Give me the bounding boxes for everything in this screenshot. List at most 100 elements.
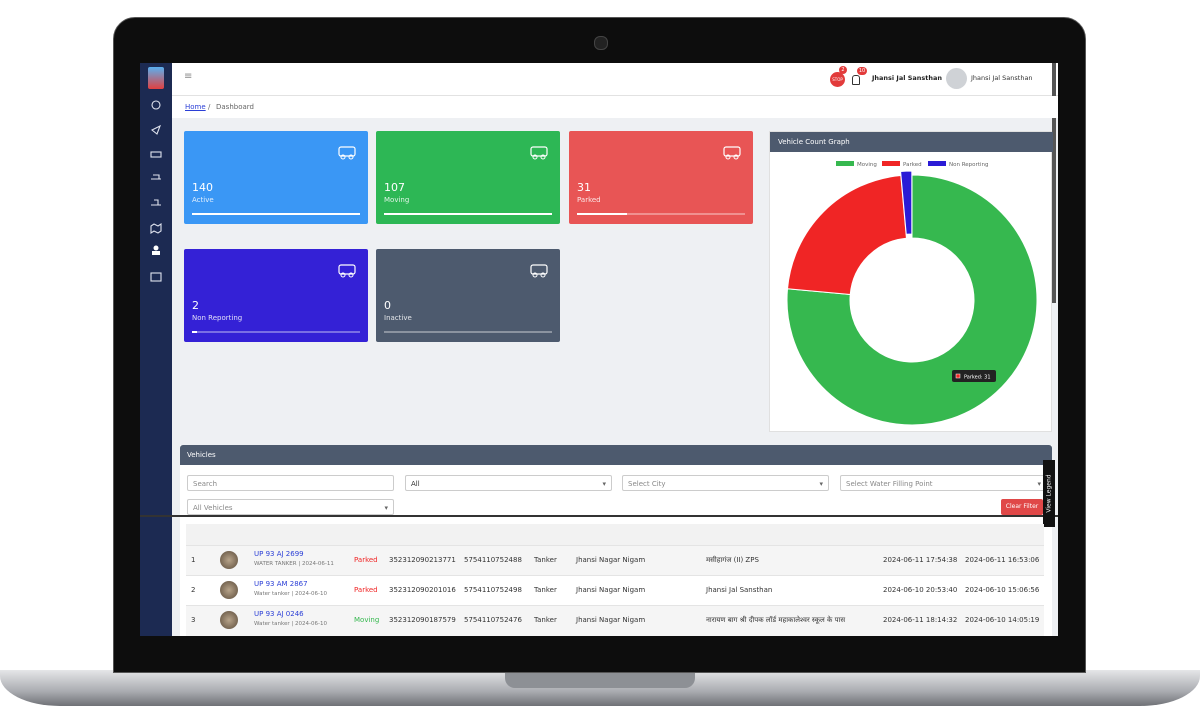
scrollbar (1052, 63, 1056, 303)
menu-toggle[interactable]: ≡ (184, 71, 193, 82)
laptop-notch (505, 672, 695, 688)
progress-bar (384, 331, 552, 333)
table-cell: Tanker (534, 556, 557, 564)
stat-card: 107 Moving (376, 131, 560, 224)
table-cell: Parked (354, 556, 378, 564)
breadcrumb-sep: / (208, 103, 211, 111)
table-cell: Parked (354, 586, 378, 594)
table-cell: 3 (191, 616, 196, 624)
table-cell: 352312090213771 (389, 556, 456, 564)
icon-shape (530, 146, 548, 157)
card-value: 2 (192, 299, 199, 312)
progress-fill (192, 213, 360, 215)
bell-icon[interactable] (852, 75, 860, 85)
card-value: 0 (384, 299, 391, 312)
icon-shape (530, 264, 548, 275)
screen-divider (140, 515, 1058, 517)
legend-swatch (836, 161, 854, 166)
notification-badge: 10 (857, 67, 867, 75)
filling-point-select[interactable]: Select Water Filling Point (840, 475, 1047, 492)
card-value: 107 (384, 181, 405, 194)
progress-bar (577, 213, 745, 215)
icon-shape (338, 264, 356, 275)
vehicle-name-link[interactable]: UP 93 AM 2867 (254, 580, 308, 588)
icon-wheel (340, 154, 346, 160)
icon-wheel (532, 154, 538, 160)
table-cell: Tanker (534, 616, 557, 624)
table-row (186, 545, 1044, 576)
legend-tab-label[interactable]: View Legend (1045, 474, 1053, 513)
stop-icon[interactable]: STOP (830, 72, 845, 87)
doughnut-segment (900, 170, 913, 235)
vehicle-image (220, 611, 238, 629)
table-row (186, 605, 1044, 636)
legend-label: Parked (903, 162, 922, 168)
vehicle-name-link[interactable]: UP 93 AJ 0246 (254, 610, 304, 618)
top-bar: ≡ STOP 2 10 Jhansi Jal Sansthan Jhansi J… (172, 63, 1058, 303)
legend-label: Non Reporting (949, 162, 988, 168)
screen: ≡ STOP 2 10 Jhansi Jal Sansthan Jhansi J… (140, 63, 1058, 636)
table-cell: Moving (354, 616, 380, 624)
table-cell: 2024-06-10 15:06:56 (965, 586, 1040, 594)
tooltip-box (952, 370, 996, 382)
table-cell: 2024-06-11 17:54:38 (883, 556, 958, 564)
status-select[interactable]: All (405, 475, 612, 492)
card-value: 31 (577, 181, 591, 194)
table-cell: 2024-06-10 14:05:19 (965, 616, 1040, 624)
vehicle-name-link[interactable]: UP 93 AJ 2699 (254, 550, 304, 558)
legend-label: Moving (857, 162, 877, 168)
progress-fill (577, 213, 628, 215)
stat-card: 2 Non Reporting (184, 249, 368, 342)
table-header-bg (186, 524, 1044, 545)
card-label: Non Reporting (192, 314, 243, 322)
progress-bar (384, 213, 552, 215)
icon-wheel (725, 154, 731, 160)
stat-card: 31 Parked (569, 131, 753, 224)
table-cell: Jhansi Nagar Nigam (576, 586, 646, 594)
clear-filter-button[interactable]: Clear Filter (1001, 499, 1043, 515)
card-icon (338, 264, 356, 278)
legend-tab[interactable]: View Legend (1043, 460, 1055, 527)
city-select[interactable]: Select City (622, 475, 829, 492)
search-input[interactable]: Search (187, 475, 394, 491)
user-name[interactable]: Jhansi Jal Sansthan (971, 74, 1033, 82)
logo (148, 67, 164, 89)
vehicle-type-select[interactable]: All Vehicles (187, 499, 394, 516)
table-cell: 2 (191, 586, 196, 594)
sidebar (140, 63, 172, 636)
table-cell: Jhansi Nagar Nigam (576, 616, 646, 624)
card-value: 140 (192, 181, 213, 194)
card-label: Parked (577, 196, 601, 204)
breadcrumb-home[interactable]: Home (185, 103, 206, 111)
card-icon (338, 146, 356, 160)
legend-swatch (882, 161, 900, 166)
icon-wheel (540, 154, 546, 160)
card-icon (530, 264, 548, 278)
legend-swatch (928, 161, 946, 166)
table-cell: Jhansi Jal Sansthan (706, 586, 773, 594)
tooltip-swatch (955, 373, 961, 379)
doughnut-chart: Moving Parked Non Reporting Parked: 31 (786, 161, 1038, 426)
vehicle-image (220, 551, 238, 569)
card-icon (530, 146, 548, 160)
table-cell: Jhansi Nagar Nigam (576, 556, 646, 564)
doughnut-segment (786, 174, 1038, 426)
card-label: Inactive (384, 314, 412, 322)
table-cell: नारायण बाग श्री दीपक लॉर्ड महाकालेश्वर स… (706, 616, 846, 624)
table-cell: 2024-06-11 16:53:06 (965, 556, 1040, 564)
doughnut-segment (786, 174, 907, 295)
icon-wheel (348, 272, 354, 278)
progress-bar (192, 213, 360, 215)
table-row (186, 575, 1044, 606)
icon-shape (338, 146, 356, 157)
table-cell: Tanker (534, 586, 557, 594)
vehicle-image (220, 581, 238, 599)
sidebar-icons[interactable] (140, 93, 172, 323)
camera (594, 36, 608, 50)
icon-wheel (532, 272, 538, 278)
avatar[interactable] (946, 68, 967, 89)
card-label: Moving (384, 196, 410, 204)
icon-wheel (340, 272, 346, 278)
icon-wheel (348, 154, 354, 160)
